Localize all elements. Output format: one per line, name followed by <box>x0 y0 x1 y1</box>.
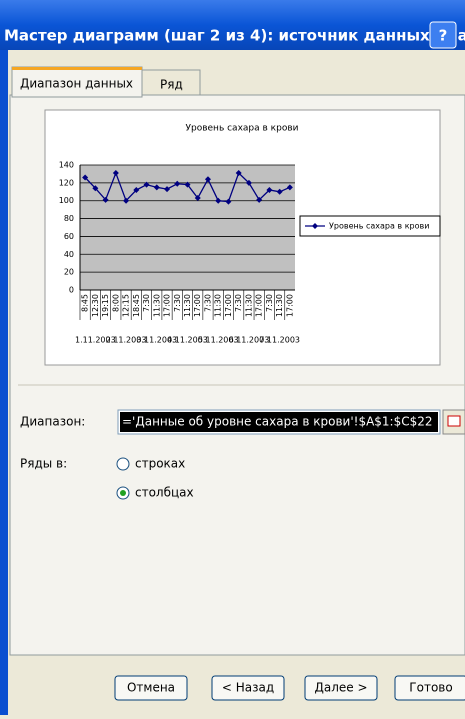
help-label: ? <box>439 27 448 45</box>
x-tick-label: 11:30 <box>214 294 223 317</box>
y-tick-label: 40 <box>64 250 74 259</box>
y-tick-label: 0 <box>69 286 74 295</box>
x-tick-label: 7:30 <box>203 294 212 312</box>
x-tick-label: 7:30 <box>234 294 243 312</box>
tab-active[interactable] <box>11 66 143 98</box>
point <box>215 197 222 204</box>
button[interactable] <box>304 675 378 701</box>
window-title: Мастер диаграмм (шаг 2 из 4): источник д… <box>4 27 465 45</box>
x-tick-label: 17:00 <box>163 294 172 317</box>
tab-label: Ряд <box>160 78 183 92</box>
tab-label: Диапазон данных <box>20 77 133 91</box>
y-tick-label: 80 <box>64 214 74 223</box>
title-bar <box>0 0 465 50</box>
point <box>184 181 191 188</box>
x-group-label: 5.11.2003 <box>198 336 239 345</box>
chart-title: Уровень сахара в крови <box>186 124 299 134</box>
legend-label: Уровень сахара в крови <box>329 222 429 231</box>
x-tick-label: 8:45 <box>81 294 90 312</box>
radio-label: столбцах <box>135 486 194 500</box>
x-tick-label: 12:30 <box>91 294 100 317</box>
x-group-label: 4.11.2003 <box>167 336 208 345</box>
icon <box>447 415 461 427</box>
button-label: Отмена <box>127 681 175 695</box>
y-tick-label: 20 <box>64 268 74 277</box>
y-tick-label: 120 <box>59 178 74 187</box>
x-tick-label: 7:30 <box>173 294 182 312</box>
button-label: < Назад <box>222 681 274 695</box>
button[interactable] <box>211 675 285 701</box>
x-tick-label: 7:30 <box>265 294 274 312</box>
x-group-label: 6.11.2003 <box>229 336 270 345</box>
point <box>164 186 171 193</box>
x-tick-label: 11:30 <box>183 294 192 317</box>
legend <box>299 215 441 237</box>
button[interactable] <box>394 675 465 701</box>
point <box>245 179 252 186</box>
point <box>133 187 140 193</box>
y-tick-label: 60 <box>64 232 74 241</box>
point <box>225 198 232 205</box>
point <box>92 185 99 192</box>
point <box>194 195 201 202</box>
point <box>276 188 283 195</box>
button-label: Далее > <box>314 681 367 695</box>
x-tick-label: 11:30 <box>152 294 161 317</box>
range-label: Диапазон: <box>20 415 85 429</box>
point <box>123 197 130 204</box>
x-tick-label: 17:00 <box>193 294 202 317</box>
x-tick-label: 17:00 <box>224 294 233 317</box>
x-tick-label: 18:45 <box>132 294 141 317</box>
x-tick-label: 11:30 <box>244 294 253 317</box>
x-group-label: 3.11.2003 <box>136 336 177 345</box>
point <box>256 196 263 203</box>
x-tick-label: 8:00 <box>111 294 120 312</box>
point <box>266 187 273 193</box>
tab-highlight <box>12 67 142 70</box>
x-tick-label: 17:00 <box>285 294 294 317</box>
x-tick-label: 7:30 <box>142 294 151 312</box>
point <box>153 184 160 191</box>
y-tick-label: 140 <box>59 161 74 170</box>
point <box>102 196 109 203</box>
help-button[interactable] <box>429 21 457 49</box>
point <box>143 181 150 188</box>
y-tick-label: 100 <box>59 196 74 205</box>
button[interactable] <box>114 675 188 701</box>
point <box>174 180 181 187</box>
x-tick-label: 17:00 <box>255 294 264 317</box>
x-tick-label: 11:30 <box>275 294 284 317</box>
point <box>204 176 211 183</box>
x-tick-label: 12:15 <box>122 294 131 317</box>
x-group-label: 2.11.2003 <box>106 336 147 345</box>
x-tick-label: 19:15 <box>101 294 110 317</box>
x-group-label: 7.11.2003 <box>259 336 300 345</box>
range-value: ='Данные об уровне сахара в крови'!$A$1:… <box>122 415 433 429</box>
point <box>82 174 89 181</box>
radio[interactable] <box>116 457 130 471</box>
button-label: Готово <box>409 681 452 695</box>
radio-label: строках <box>135 457 185 471</box>
point <box>286 184 293 191</box>
point <box>235 170 242 177</box>
x-group-label: 1.11.2003 <box>75 336 116 345</box>
series-in-label: Ряды в: <box>20 457 67 471</box>
tab[interactable] <box>141 69 201 96</box>
point <box>112 170 119 177</box>
selection <box>120 412 438 432</box>
legend-marker <box>312 223 318 229</box>
radio-dot <box>120 490 126 496</box>
